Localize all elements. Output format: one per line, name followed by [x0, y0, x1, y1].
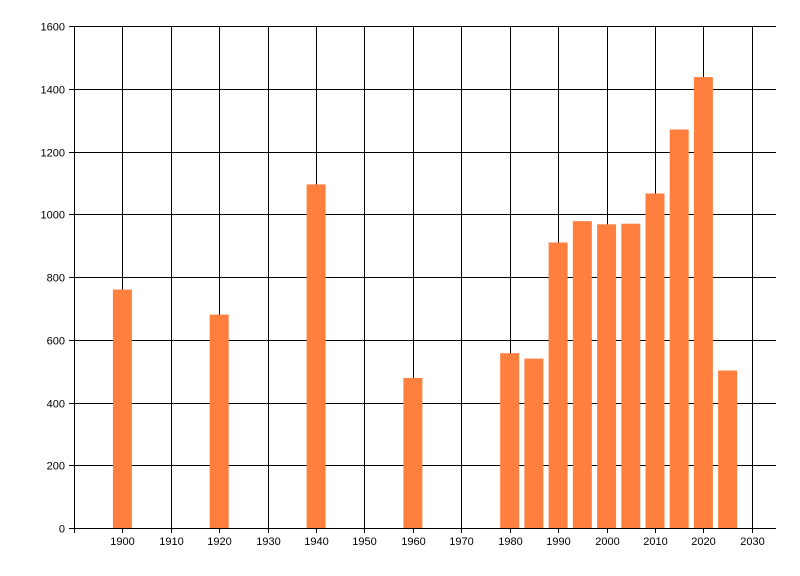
bar: [621, 223, 641, 528]
bar-series: [112, 77, 738, 529]
x-tick-label: 1950: [352, 536, 376, 548]
y-tick-label: 1600: [41, 22, 65, 34]
x-tick-label: 1910: [159, 536, 183, 548]
y-tick-label: 200: [47, 461, 65, 473]
bar: [306, 184, 326, 528]
y-tick-label: 1000: [41, 210, 65, 222]
y-tick-label: 1200: [41, 148, 65, 160]
x-tick-label: 1970: [449, 536, 473, 548]
x-tick-label: 1920: [207, 536, 231, 548]
x-tick-label: 1960: [401, 536, 425, 548]
x-tick-label: 2030: [740, 536, 764, 548]
y-tick-label: 800: [47, 273, 65, 285]
x-axis-tick-labels: 1900 1910 1920 1930 1940 1950 1960 1970 1980 1990…: [110, 536, 764, 548]
x-tick-label: 1940: [304, 536, 328, 548]
bar: [500, 353, 520, 528]
y-tick-label: 1400: [41, 85, 65, 97]
bar: [572, 221, 592, 528]
x-tick-label: 2020: [691, 536, 715, 548]
y-axis-tick-labels: 0 200 400 600 800 1000 1200 1400 1600: [41, 22, 65, 536]
bar: [597, 224, 617, 529]
x-tick-label: 1990: [546, 536, 570, 548]
y-tick-label: 600: [47, 336, 65, 348]
axes: [69, 26, 776, 533]
x-tick-label: 1900: [110, 536, 134, 548]
bar: [693, 77, 713, 528]
bar: [403, 378, 423, 528]
y-tick-label: 0: [59, 524, 65, 536]
x-tick-label: 1980: [498, 536, 522, 548]
bar: [524, 358, 544, 528]
bar: [645, 193, 665, 528]
bar: [112, 289, 132, 528]
x-tick-label: 2010: [643, 536, 667, 548]
x-tick-label: 1930: [256, 536, 280, 548]
bar: [209, 314, 229, 528]
bar: [718, 370, 738, 528]
y-tick-label: 400: [47, 399, 65, 411]
bar: [669, 129, 689, 528]
bar: [548, 242, 568, 528]
x-tick-label: 2000: [595, 536, 619, 548]
